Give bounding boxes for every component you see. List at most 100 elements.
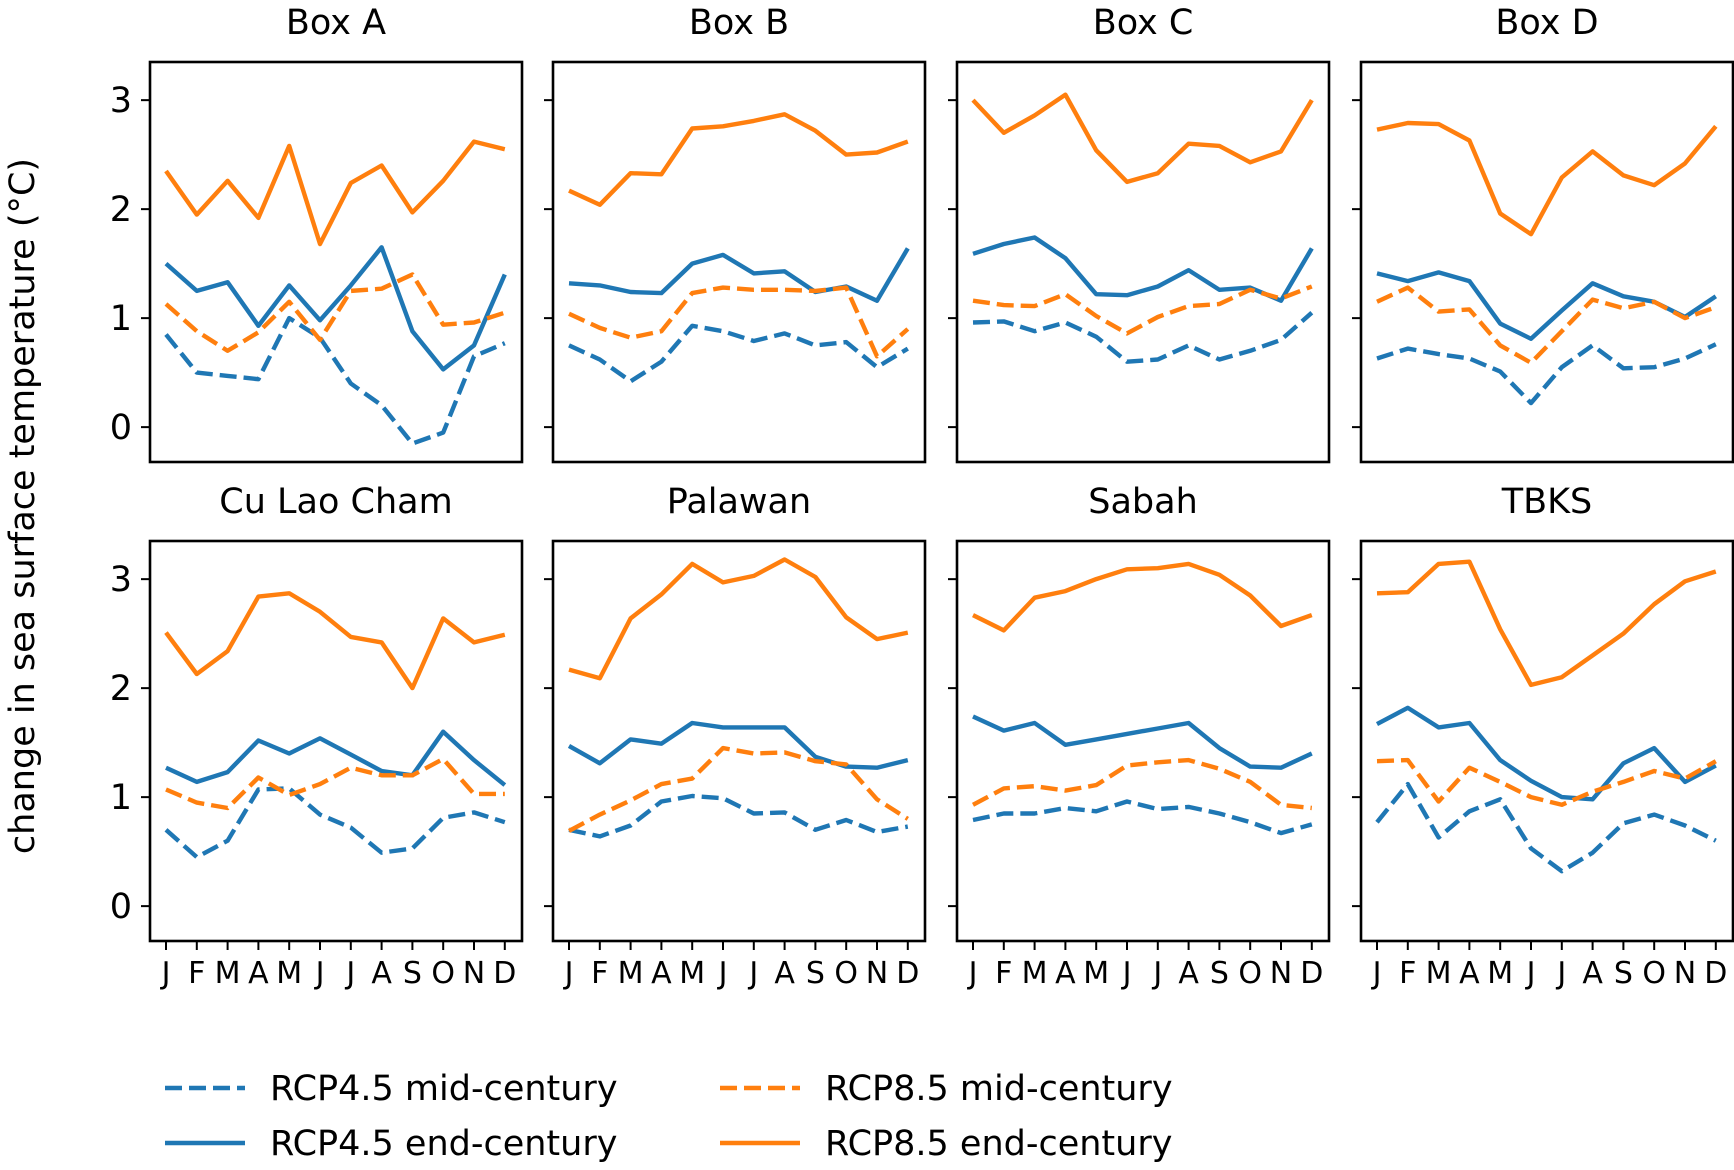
- y-tick-label-3: 3: [110, 560, 132, 600]
- x-tick-label-tbks-nov: N: [1674, 956, 1696, 991]
- x-tick-label-tbks-apr: A: [1459, 956, 1480, 991]
- x-tick-label-cu-lao-cham-oct: O: [431, 956, 455, 991]
- x-tick-label-sabah-dec: D: [1300, 956, 1323, 991]
- x-tick-label-cu-lao-cham-mar: M: [215, 956, 241, 991]
- panel-title-box-b: Box B: [689, 3, 789, 43]
- panel-title-box-d: Box D: [1495, 3, 1598, 43]
- series-rcp85_end-box-b: [568, 112, 909, 208]
- x-tick-label-sabah-jun: J: [1121, 956, 1132, 991]
- x-tick-label-sabah-mar: M: [1022, 956, 1048, 991]
- series-rcp45_mid-sabah: [972, 799, 1313, 836]
- x-tick-label-palawan-may: M: [679, 956, 705, 991]
- x-tick-label-tbks-may: M: [1487, 956, 1513, 991]
- y-tick-label-3: 3: [110, 81, 132, 121]
- series-rcp45_end-tbks: [1375, 705, 1717, 802]
- x-tick-label-sabah-nov: N: [1270, 956, 1292, 991]
- x-tick-label-sabah-jul: J: [1151, 956, 1162, 991]
- x-tick-label-cu-lao-cham-feb: F: [188, 956, 205, 991]
- x-tick-label-tbks-jul: J: [1555, 956, 1566, 991]
- series-rcp45_mid-box-d: [1376, 342, 1717, 406]
- series-rcp85_end-box-c: [971, 92, 1314, 185]
- series-rcp85_end-tbks: [1376, 559, 1717, 688]
- panel-title-box-c: Box C: [1093, 3, 1194, 43]
- legend-label-rcp85_end: RCP8.5 end-century: [825, 1124, 1172, 1164]
- series-rcp85_end-palawan: [568, 557, 909, 681]
- panel-title-cu-lao-cham: Cu Lao Cham: [219, 482, 452, 522]
- panel-frame-box-c: [955, 60, 1331, 464]
- x-tick-label-cu-lao-cham-apr: A: [248, 956, 269, 991]
- x-tick-label-cu-lao-cham-may: M: [276, 956, 302, 991]
- x-tick-label-tbks-feb: F: [1399, 956, 1416, 991]
- panel-frame-cu-lao-cham: [148, 539, 524, 943]
- x-tick-label-tbks-dec: D: [1704, 956, 1727, 991]
- x-tick-label-sabah-apr: A: [1055, 956, 1076, 991]
- series-rcp45_end-box-c: [972, 235, 1314, 303]
- series-rcp85_mid-box-b: [568, 285, 910, 359]
- series-rcp45_end-box-a: [164, 245, 507, 372]
- x-tick-label-palawan-jun: J: [717, 956, 728, 991]
- panel-box-b: Box B: [544, 3, 927, 464]
- x-tick-label-palawan-sep: S: [806, 956, 825, 991]
- x-tick-label-palawan-dec: D: [896, 956, 919, 991]
- x-tick-label-cu-lao-cham-sep: S: [403, 956, 422, 991]
- legend-item-rcp85_mid: RCP8.5 mid-century: [720, 1069, 1173, 1109]
- series-rcp45_mid-tbks: [1375, 781, 1717, 874]
- y-tick-label-0: 0: [110, 887, 132, 927]
- x-tick-label-tbks-aug: A: [1582, 956, 1603, 991]
- series-rcp85_mid-tbks: [1376, 757, 1717, 807]
- series-rcp45_end-cu-lao-cham: [165, 729, 507, 787]
- y-axis-label: change in sea surface temperature (°C): [3, 158, 43, 854]
- series-rcp45_mid-cu-lao-cham: [164, 786, 506, 860]
- x-tick-label-tbks-jan: J: [1371, 956, 1382, 991]
- panel-title-box-a: Box A: [286, 3, 386, 43]
- y-tick-label-2: 2: [110, 190, 132, 230]
- series-rcp45_mid-palawan: [568, 793, 909, 839]
- panel-frame-palawan: [551, 539, 927, 943]
- series-rcp85_end-box-a: [164, 139, 506, 247]
- x-tick-label-tbks-sep: S: [1614, 956, 1633, 991]
- y-tick-label-1: 1: [110, 299, 132, 339]
- panel-frame-box-d: [1359, 60, 1734, 464]
- series-rcp45_mid-box-b: [568, 323, 909, 384]
- series-rcp85_end-cu-lao-cham: [164, 591, 506, 691]
- x-tick-label-sabah-sep: S: [1210, 956, 1229, 991]
- x-tick-label-tbks-mar: M: [1426, 956, 1452, 991]
- x-tick-label-sabah-feb: F: [995, 956, 1012, 991]
- series-rcp85_mid-palawan: [567, 745, 909, 833]
- series-rcp45_mid-box-a: [164, 315, 506, 446]
- series-rcp85_mid-box-c: [972, 284, 1313, 336]
- x-tick-label-cu-lao-cham-jan: J: [160, 956, 171, 991]
- panel-box-c: Box C: [948, 3, 1331, 464]
- legend-label-rcp45_end: RCP4.5 end-century: [270, 1124, 617, 1164]
- x-tick-label-tbks-jun: J: [1525, 956, 1536, 991]
- panels-layer: Box A 0 1 2 3 Box B Box C Box D Cu Lao Cham 0 1 2 3 J…: [110, 3, 1734, 991]
- series-rcp85_mid-box-a: [164, 272, 506, 353]
- series-rcp85_mid-box-d: [1376, 285, 1717, 365]
- x-tick-label-cu-lao-cham-nov: N: [463, 956, 485, 991]
- x-tick-label-cu-lao-cham-jun: J: [314, 956, 325, 991]
- x-tick-label-palawan-jul: J: [747, 956, 758, 991]
- y-tick-label-0: 0: [110, 408, 132, 448]
- x-tick-label-cu-lao-cham-dec: D: [493, 956, 516, 991]
- x-tick-label-palawan-mar: M: [618, 956, 644, 991]
- x-tick-label-tbks-oct: O: [1642, 956, 1666, 991]
- series-rcp45_mid-box-c: [972, 311, 1314, 364]
- series-rcp85_mid-sabah: [971, 757, 1313, 811]
- panel-frame-box-a: [148, 60, 524, 464]
- x-tick-label-palawan-oct: O: [834, 956, 858, 991]
- series-rcp85_mid-cu-lao-cham: [165, 756, 505, 811]
- legend-item-rcp85_end: RCP8.5 end-century: [720, 1124, 1172, 1164]
- x-tick-label-sabah-may: M: [1083, 956, 1109, 991]
- legend-item-rcp45_mid: RCP4.5 mid-century: [165, 1069, 618, 1109]
- panel-frame-tbks: [1359, 539, 1734, 943]
- legend-item-rcp45_end: RCP4.5 end-century: [165, 1124, 617, 1164]
- x-tick-label-palawan-nov: N: [866, 956, 888, 991]
- panel-box-a: Box A 0 1 2 3: [110, 3, 524, 464]
- panel-title-sabah: Sabah: [1088, 482, 1198, 522]
- x-tick-label-palawan-aug: A: [774, 956, 795, 991]
